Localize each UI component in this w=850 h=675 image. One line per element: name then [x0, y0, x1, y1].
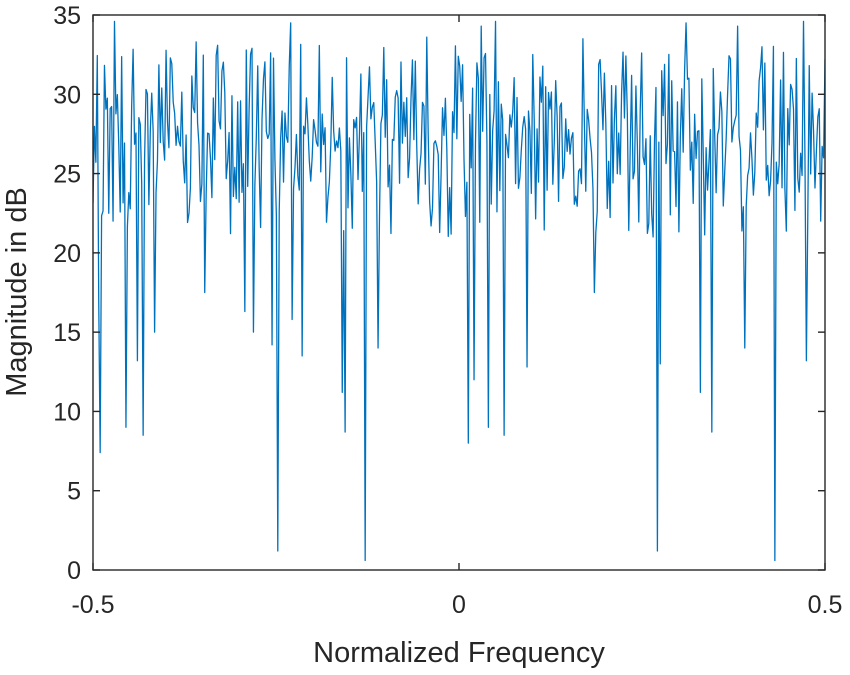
y-axis-label: Magnitude in dB — [1, 187, 33, 397]
y-tick-label: 25 — [53, 161, 81, 189]
series-line — [93, 20, 825, 562]
y-tick-label: 5 — [67, 478, 81, 506]
y-tick-label: 30 — [53, 81, 81, 109]
series-layer — [93, 20, 825, 562]
y-tick-label: 20 — [53, 240, 81, 268]
x-tick-label: -0.5 — [71, 591, 114, 619]
y-tick-label: 15 — [53, 319, 81, 347]
y-tick-label: 10 — [53, 398, 81, 426]
x-axis-label: Normalized Frequency — [313, 637, 605, 669]
x-tick-label: 0 — [452, 591, 466, 619]
y-tick-label: 35 — [53, 2, 81, 30]
y-axis-ticks: 0 5 10 15 20 25 30 35 — [53, 2, 825, 585]
y-tick-label: 0 — [67, 557, 81, 585]
x-tick-label: 0.5 — [808, 591, 843, 619]
x-axis-ticks: -0.5 0 0.5 — [71, 15, 842, 619]
